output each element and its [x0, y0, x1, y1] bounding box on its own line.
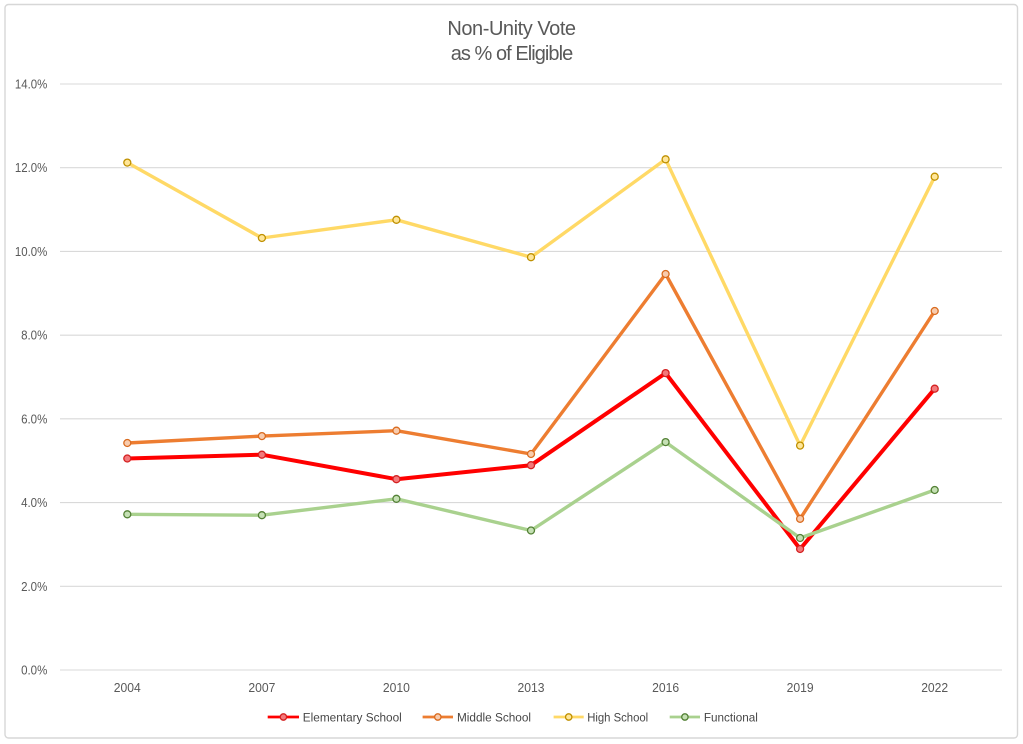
- svg-text:2019: 2019: [787, 680, 814, 695]
- svg-text:Functional: Functional: [704, 710, 758, 724]
- svg-text:10.0%: 10.0%: [15, 244, 48, 259]
- svg-text:0.0%: 0.0%: [21, 663, 47, 678]
- svg-text:Elementary School: Elementary School: [303, 710, 402, 724]
- svg-text:2013: 2013: [518, 680, 545, 695]
- svg-text:2004: 2004: [114, 680, 141, 695]
- svg-text:4.0%: 4.0%: [21, 495, 47, 510]
- svg-text:14.0%: 14.0%: [15, 77, 48, 92]
- svg-text:2022: 2022: [921, 680, 948, 695]
- svg-text:2.0%: 2.0%: [21, 579, 47, 594]
- svg-text:8.0%: 8.0%: [21, 328, 47, 343]
- svg-text:Middle School: Middle School: [457, 710, 531, 724]
- svg-text:2007: 2007: [248, 680, 275, 695]
- svg-text:6.0%: 6.0%: [21, 411, 47, 426]
- svg-text:12.0%: 12.0%: [15, 160, 48, 175]
- svg-text:2010: 2010: [383, 680, 410, 695]
- svg-text:High School: High School: [587, 710, 648, 724]
- svg-text:2016: 2016: [652, 680, 679, 695]
